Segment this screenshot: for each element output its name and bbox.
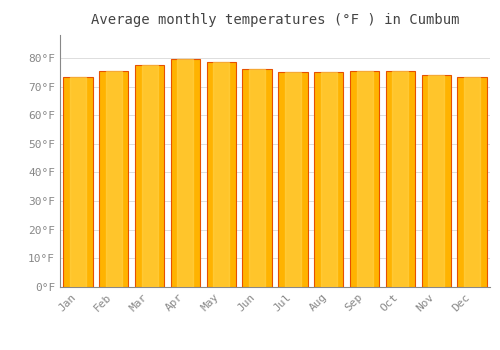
Bar <box>278 72 308 287</box>
Bar <box>422 75 451 287</box>
Bar <box>249 69 265 287</box>
Bar <box>350 71 380 287</box>
Bar <box>458 77 487 287</box>
Bar <box>464 77 480 287</box>
Bar <box>356 71 372 287</box>
Bar <box>178 60 194 287</box>
Bar <box>135 65 164 287</box>
Bar <box>386 71 415 287</box>
Bar <box>242 69 272 287</box>
Bar <box>70 77 86 287</box>
Bar <box>206 62 236 287</box>
Bar <box>314 72 344 287</box>
Bar <box>428 75 444 287</box>
Bar <box>170 60 200 287</box>
Bar <box>213 62 230 287</box>
Bar <box>106 71 122 287</box>
Bar <box>142 65 158 287</box>
Bar <box>63 77 92 287</box>
Bar <box>320 72 337 287</box>
Bar <box>285 72 301 287</box>
Title: Average monthly temperatures (°F ) in Cumbum: Average monthly temperatures (°F ) in Cu… <box>91 13 459 27</box>
Bar <box>392 71 408 287</box>
Bar <box>99 71 128 287</box>
